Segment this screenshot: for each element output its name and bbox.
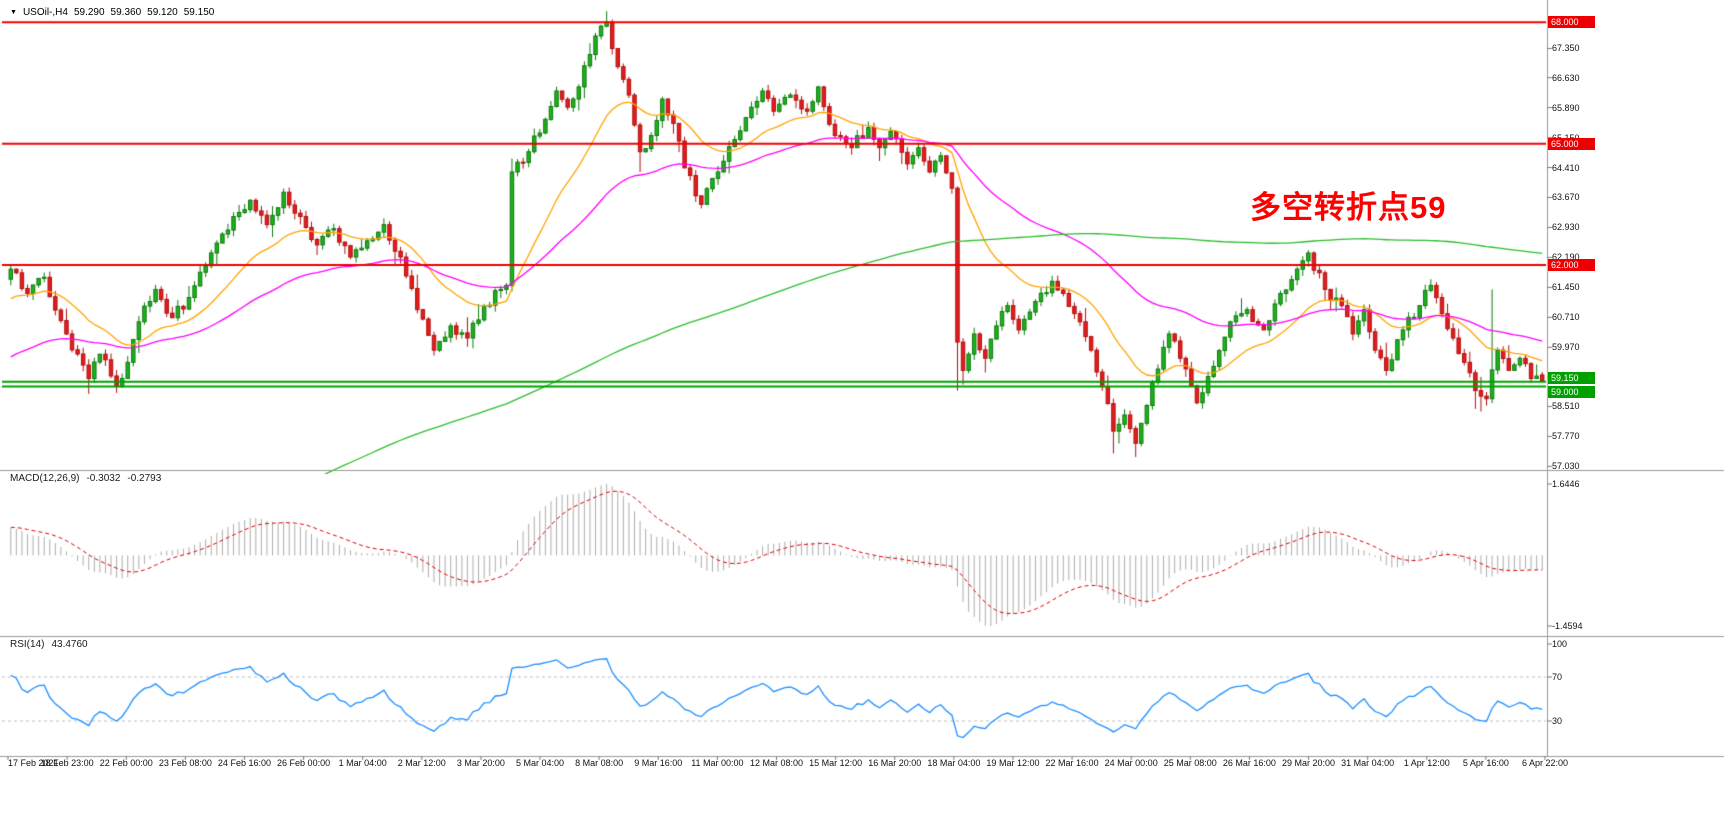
bar-close-value: 59.150 <box>183 7 215 18</box>
macd-indicator-label: MACD(12,26,9) -0.3032 -0.2793 <box>10 473 161 484</box>
symbol-period-label: USOil-,H4 <box>22 7 68 18</box>
rsi-name: RSI(14) <box>10 639 45 650</box>
rsi-value: 43.4760 <box>51 639 88 650</box>
rsi-indicator-label: RSI(14) 43.4760 <box>10 639 88 650</box>
macd-name: MACD(12,26,9) <box>10 473 80 484</box>
annotation-text[interactable]: 多空转折点59 <box>1250 190 1447 225</box>
bar-open-value: 59.290 <box>73 7 105 18</box>
bar-high-value: 59.360 <box>110 7 142 18</box>
bar-low-value: 59.120 <box>147 7 178 18</box>
macd-line-value: -0.3032 <box>86 473 121 484</box>
chart-header: ▼ USOil-,H4 59.290 59.360 59.120 59.150 <box>10 7 214 18</box>
symbol-marker-icon: ▼ <box>10 8 17 16</box>
macd-signal-value: -0.2793 <box>127 473 162 484</box>
